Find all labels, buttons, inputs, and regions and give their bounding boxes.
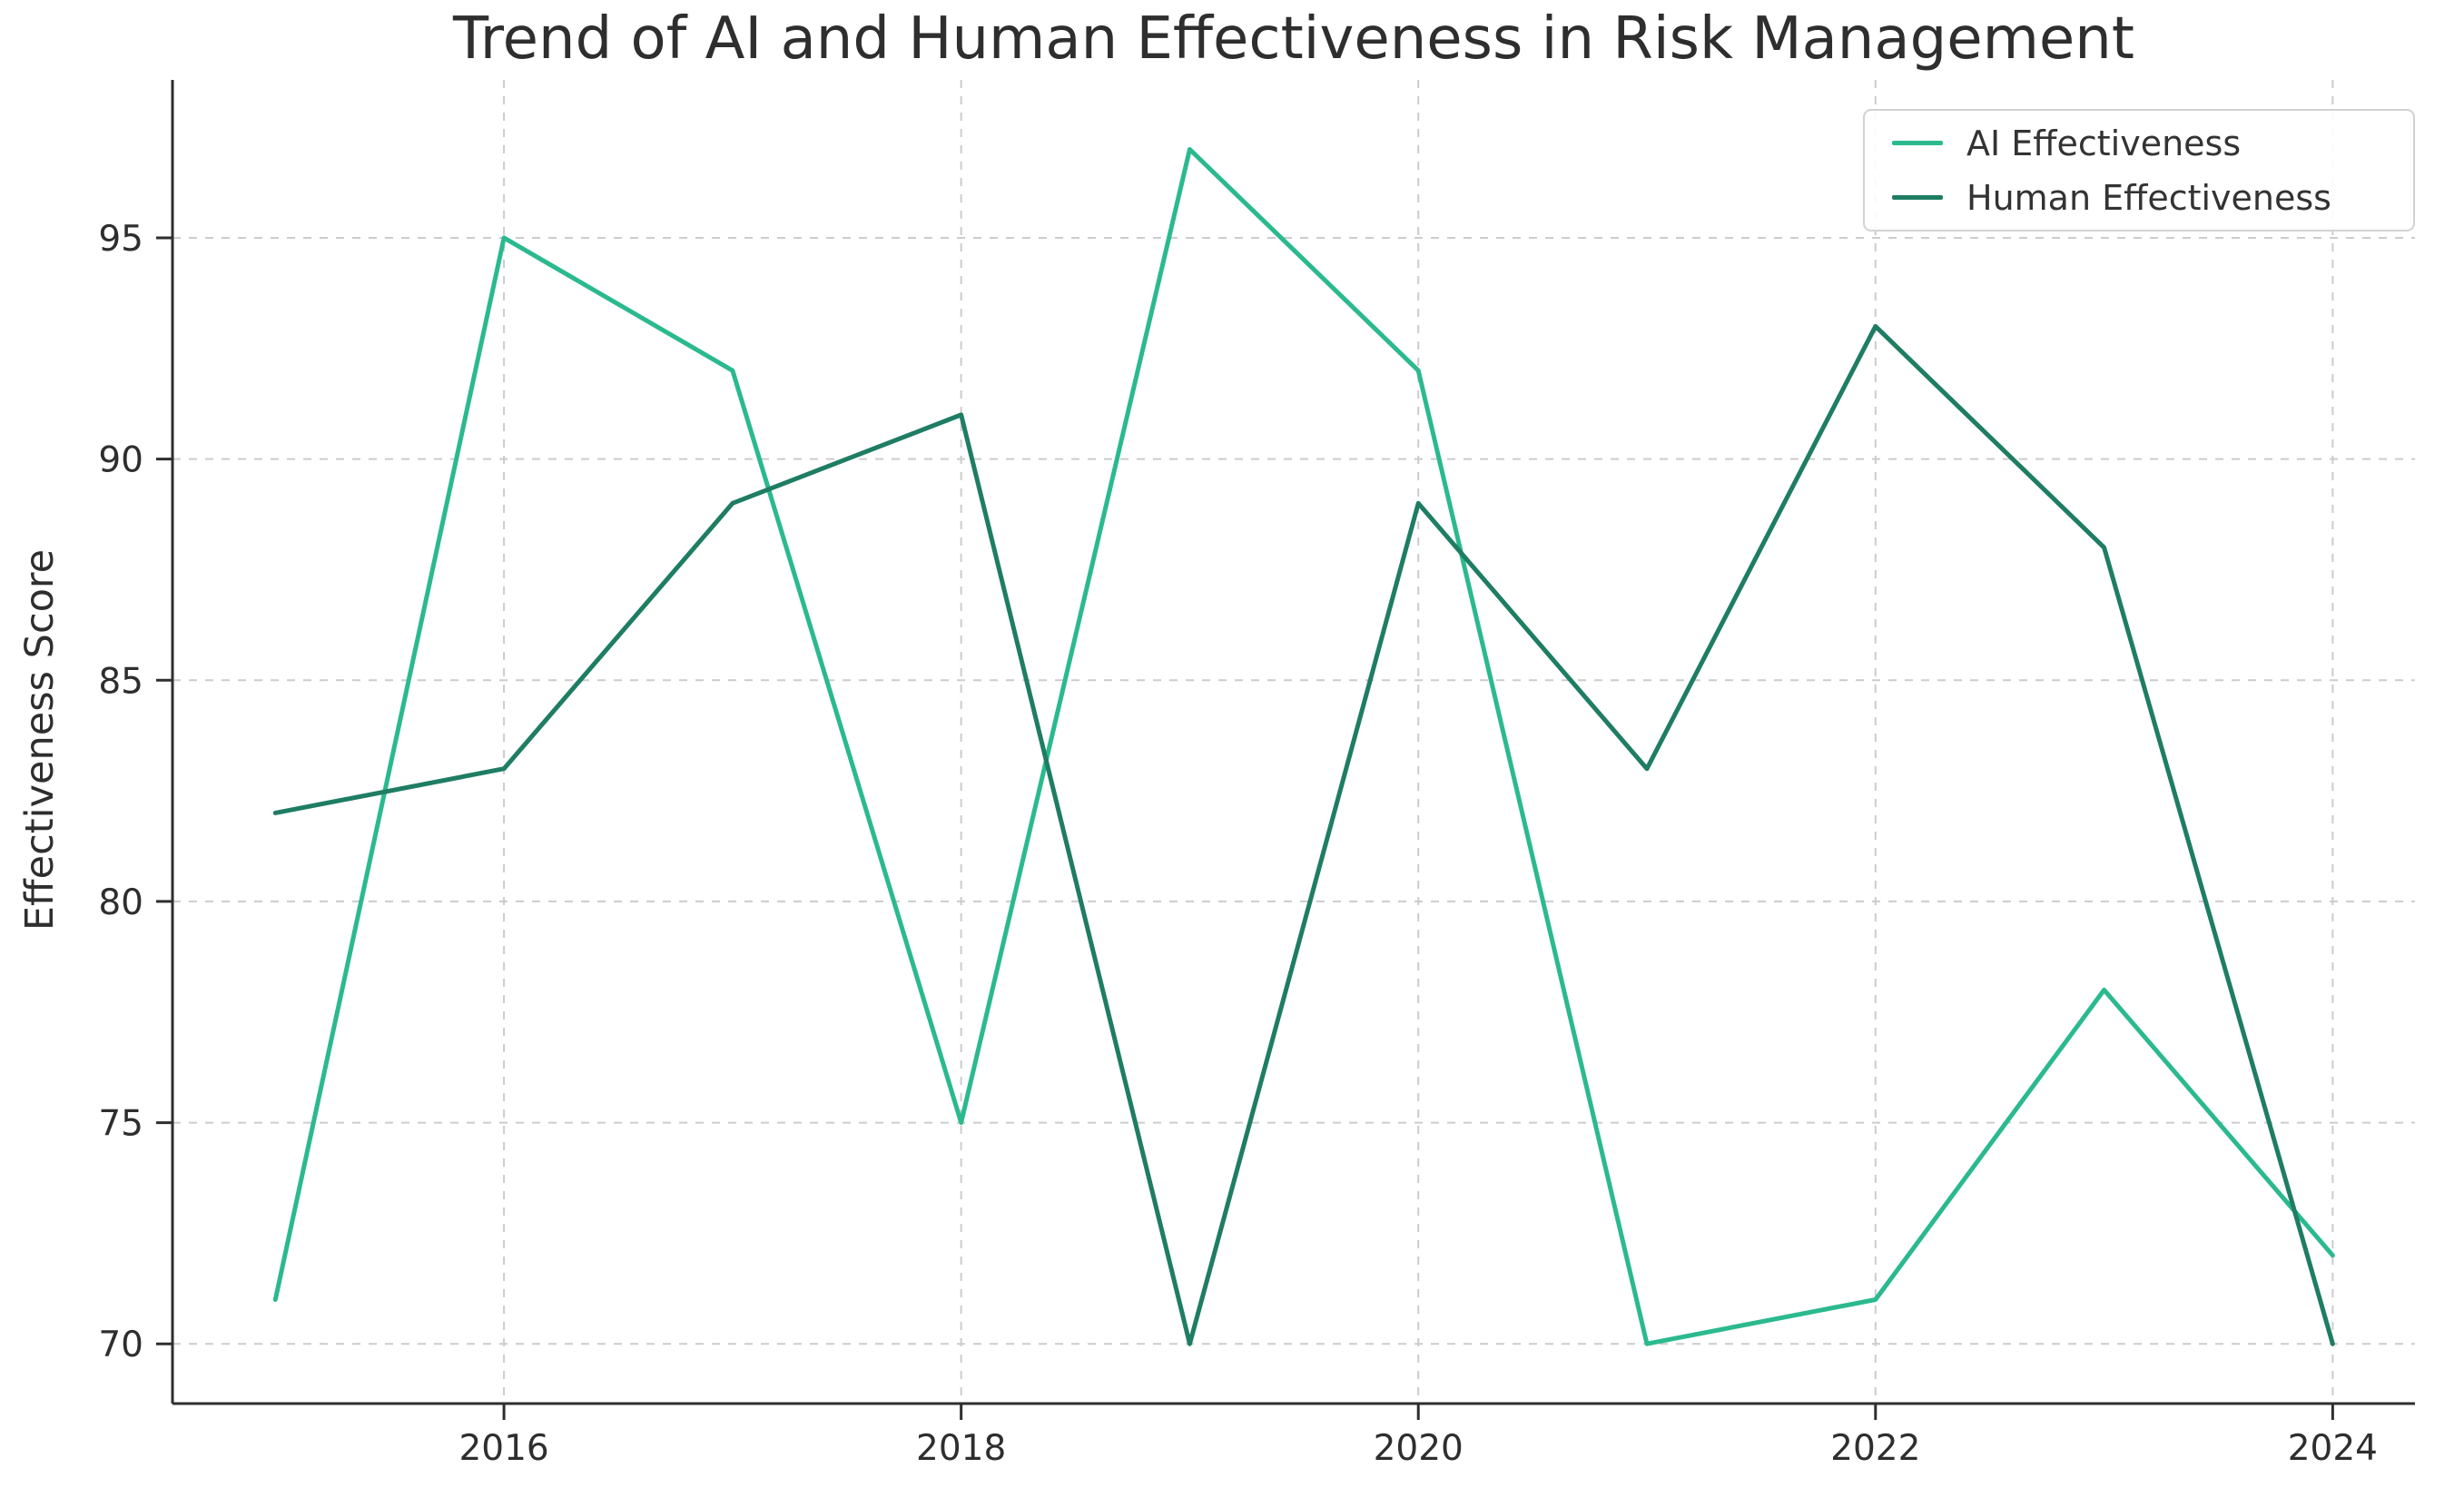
y-tick-label: 75	[98, 1104, 143, 1145]
legend-label: AI Effectiveness	[1966, 123, 2242, 163]
legend-item-ai: AI Effectiveness	[1892, 123, 2413, 163]
x-tick-label: 2018	[916, 1428, 1006, 1469]
series-line-0	[272, 147, 2335, 1346]
y-tick-label: 70	[98, 1325, 143, 1365]
legend-line-swatch	[1892, 141, 1943, 145]
x-tick-label: 2020	[1374, 1428, 1464, 1469]
legend: AI Effectiveness Human Effectiveness	[1863, 109, 2415, 232]
x-tick-label: 2024	[2288, 1428, 2378, 1469]
y-tick-label: 95	[98, 219, 143, 260]
y-tick-label: 85	[98, 661, 143, 702]
y-tick-label: 80	[98, 882, 143, 923]
y-tick-label: 90	[98, 440, 143, 481]
series-line-1	[272, 323, 2335, 1346]
legend-line-swatch	[1892, 195, 1943, 200]
x-tick-label: 2016	[458, 1428, 548, 1469]
legend-item-human: Human Effectiveness	[1892, 178, 2413, 218]
chart-title: Trend of AI and Human Effectiveness in R…	[453, 5, 2134, 73]
x-tick-label: 2022	[1830, 1428, 1920, 1469]
legend-label: Human Effectiveness	[1966, 177, 2331, 218]
